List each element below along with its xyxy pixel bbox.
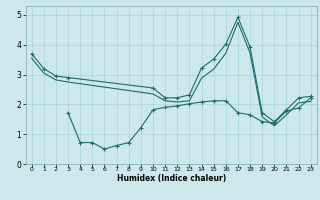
X-axis label: Humidex (Indice chaleur): Humidex (Indice chaleur) — [116, 174, 226, 183]
